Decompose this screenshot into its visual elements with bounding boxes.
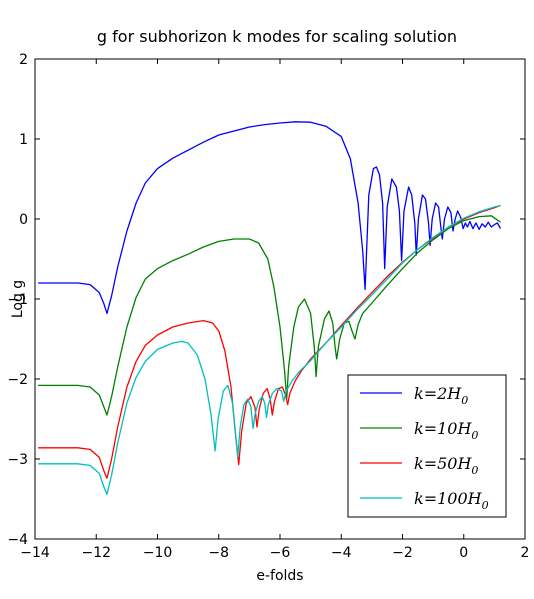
y-tick-label: −2: [7, 372, 28, 388]
x-tick-label: −2: [392, 545, 413, 561]
legend: k=2H0 k=10H0 k=50H0 k=100H0: [347, 374, 507, 518]
legend-label-0: k=2H0: [414, 384, 468, 407]
series-line-0: [38, 121, 502, 315]
x-tick-label: −14: [20, 545, 50, 561]
x-tick-label: 2: [521, 545, 530, 561]
y-tick-label: 0: [19, 212, 28, 228]
x-tick-label: 0: [459, 545, 468, 561]
series-line-1: [38, 215, 501, 416]
y-tick-label: −3: [7, 452, 28, 468]
y-tick-label: −1: [7, 292, 28, 308]
chart-title: g for subhorizon k modes for scaling sol…: [97, 27, 457, 46]
legend-label-1: k=10H0: [414, 419, 478, 442]
y-axis-ticks: −4 −3 −2 −1 0 1 2: [7, 52, 525, 548]
x-axis-ticks: −14 −12 −10 −8 −6 −4 −2 0 2: [20, 59, 529, 561]
legend-label-3: k=100H0: [414, 489, 489, 512]
x-tick-label: −12: [81, 545, 111, 561]
x-tick-label: −10: [143, 545, 173, 561]
y-tick-label: 1: [19, 132, 28, 148]
legend-label-2: k=50H0: [414, 454, 478, 477]
series-line-2: [38, 204, 501, 479]
y-axis-label: Log g: [10, 280, 26, 318]
series-group: [38, 121, 502, 495]
x-tick-label: −6: [270, 545, 291, 561]
y-tick-label: −4: [7, 532, 28, 548]
x-axis-label: e-folds: [256, 568, 303, 584]
legend-frame: [347, 374, 507, 518]
series-line-3: [38, 204, 501, 495]
x-tick-label: −4: [331, 545, 352, 561]
y-tick-label: 2: [19, 52, 28, 68]
x-tick-label: −8: [208, 545, 229, 561]
